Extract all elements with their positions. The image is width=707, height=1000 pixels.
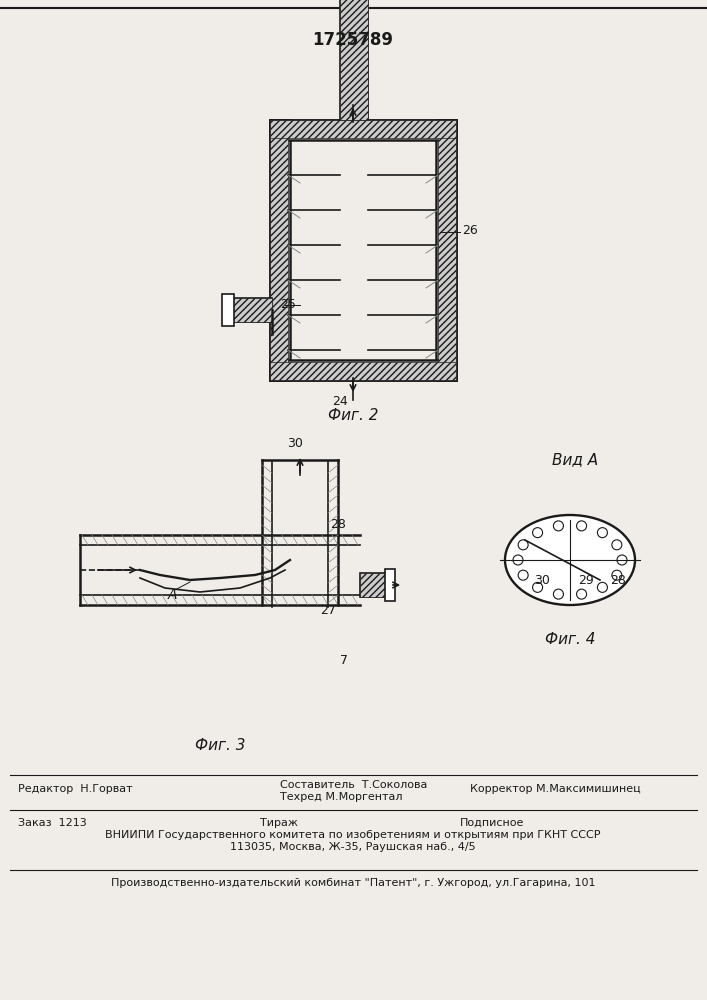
Bar	[270, 360, 456, 380]
Bar	[438, 120, 456, 380]
Text: Тираж: Тираж	[260, 818, 298, 828]
Bar	[230, 298, 272, 322]
Text: 29: 29	[578, 574, 594, 586]
Bar	[436, 120, 456, 380]
Bar	[270, 120, 456, 140]
Bar	[270, 120, 290, 380]
Bar	[222, 294, 234, 326]
Text: 28: 28	[610, 574, 626, 586]
Text: 30: 30	[287, 437, 303, 450]
Text: Фиг. 2: Фиг. 2	[328, 408, 378, 422]
Bar	[230, 298, 272, 322]
Text: А: А	[168, 588, 177, 602]
Text: 30: 30	[534, 574, 550, 586]
Text: 25: 25	[280, 298, 296, 312]
Bar	[360, 573, 388, 597]
Text: 24: 24	[332, 395, 348, 408]
Bar	[270, 120, 456, 138]
Text: 28: 28	[330, 518, 346, 532]
Text: Производственно-издательский комбинат "Патент", г. Ужгород, ул.Гагарина, 101: Производственно-издательский комбинат "П…	[111, 878, 595, 888]
Bar	[360, 573, 388, 597]
Text: 27: 27	[320, 603, 336, 616]
Text: Корректор М.Максимишинец: Корректор М.Максимишинец	[470, 784, 641, 794]
Text: 7: 7	[340, 654, 348, 666]
Bar	[340, 0, 368, 120]
Text: Составитель  Т.Соколова: Составитель Т.Соколова	[280, 780, 427, 790]
Bar	[270, 362, 456, 380]
Text: ВНИИПИ Государственного комитета по изобретениям и открытиям при ГКНТ СССР: ВНИИПИ Государственного комитета по изоб…	[105, 830, 601, 840]
Ellipse shape	[505, 515, 635, 605]
Bar	[385, 569, 395, 601]
Text: 1725789: 1725789	[312, 31, 394, 49]
Bar	[340, 0, 368, 120]
Text: Фиг. 3: Фиг. 3	[194, 738, 245, 752]
Text: Заказ  1213: Заказ 1213	[18, 818, 87, 828]
Text: Подписное: Подписное	[460, 818, 525, 828]
Text: 26: 26	[462, 224, 478, 236]
Text: Техред М.Моргентал: Техред М.Моргентал	[280, 792, 402, 802]
Text: Вид А: Вид А	[552, 452, 598, 468]
Text: 113035, Москва, Ж-35, Раушская наб., 4/5: 113035, Москва, Ж-35, Раушская наб., 4/5	[230, 842, 476, 852]
Text: Редактор  Н.Горват: Редактор Н.Горват	[18, 784, 133, 794]
Text: Фиг. 4: Фиг. 4	[545, 633, 595, 648]
Bar	[270, 120, 288, 380]
